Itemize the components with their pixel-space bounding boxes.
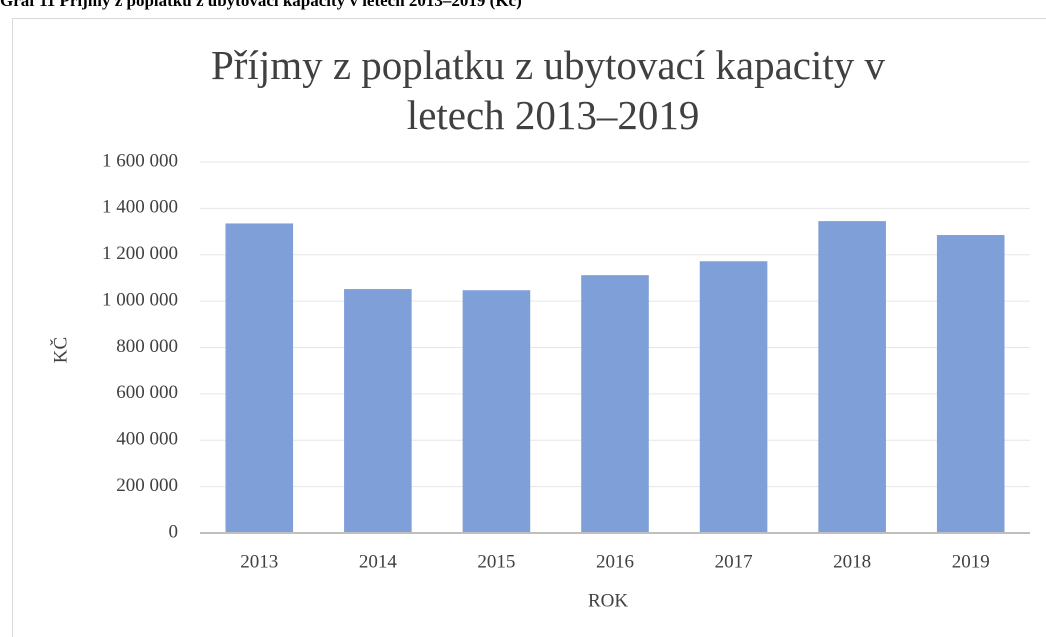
chart-frame bbox=[12, 18, 1046, 637]
x-tick-label: 2016 bbox=[596, 551, 634, 572]
bar bbox=[581, 275, 649, 533]
y-tick-label: 200 000 bbox=[116, 475, 178, 496]
y-tick-label: 600 000 bbox=[116, 382, 178, 403]
x-tick-label: 2014 bbox=[359, 551, 398, 572]
y-tick-label: 400 000 bbox=[116, 429, 178, 450]
y-axis-label: KČ bbox=[49, 337, 71, 363]
bar bbox=[344, 289, 412, 533]
y-tick-label: 0 bbox=[169, 521, 179, 542]
bar bbox=[699, 261, 768, 533]
bar bbox=[462, 290, 531, 533]
bar bbox=[936, 235, 1005, 533]
x-tick-label: 2017 bbox=[715, 551, 753, 572]
y-tick-label: 1 600 000 bbox=[102, 150, 178, 171]
x-tick-label: 2019 bbox=[952, 551, 990, 572]
caption: Graf 11 Příjmy z poplatku z ubytovací ka… bbox=[0, 0, 522, 10]
y-tick-label: 1 200 000 bbox=[102, 243, 178, 264]
y-tick-label: 800 000 bbox=[116, 336, 178, 357]
bar bbox=[818, 221, 886, 534]
x-tick-label: 2015 bbox=[477, 551, 515, 572]
x-tick-label: 2018 bbox=[833, 551, 871, 572]
y-tick-label: 1 000 000 bbox=[102, 289, 178, 310]
chart-title: Příjmy z poplatku z ubytovací kapacity v… bbox=[211, 42, 886, 138]
bar bbox=[225, 223, 294, 533]
x-axis-label: ROK bbox=[588, 590, 628, 611]
x-tick-label: 2013 bbox=[240, 551, 278, 572]
y-tick-label: 1 400 000 bbox=[102, 197, 178, 218]
